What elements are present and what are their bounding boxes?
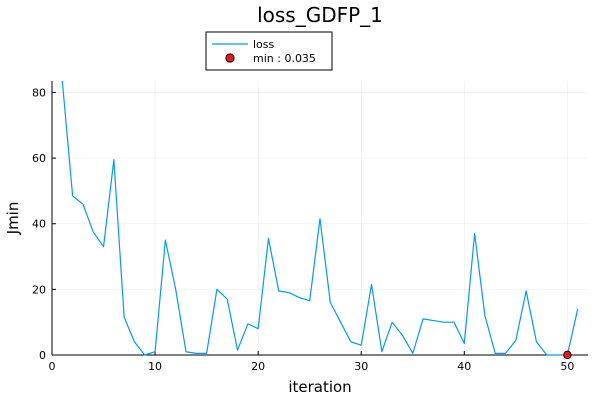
series-line-loss [61, 80, 579, 356]
x-tick-label: 30 [354, 360, 368, 373]
legend-entry-min: min : 0.035 [253, 52, 316, 65]
min-point [563, 350, 572, 360]
y-tick-label: 0 [39, 349, 46, 362]
x-tick-label: 50 [560, 360, 574, 373]
y-axis-label: Jmin [4, 202, 22, 236]
y-tick-label: 40 [32, 218, 46, 231]
x-tick-label: 40 [457, 360, 471, 373]
y-axis-ticks: 0 20 40 60 80 [32, 86, 56, 362]
axes [51, 81, 588, 356]
legend-marker-swatch [225, 53, 235, 63]
x-tick-label: 0 [49, 360, 56, 373]
chart-title: loss_GDFP_1 [257, 3, 383, 27]
y-tick-label: 80 [32, 86, 46, 99]
legend: loss min : 0.035 [205, 31, 333, 71]
x-axis-ticks: 0 10 20 30 40 50 [49, 351, 574, 373]
plot-area [61, 80, 579, 360]
legend-box [205, 31, 333, 71]
grid [51, 81, 588, 356]
y-tick-label: 60 [32, 152, 46, 165]
x-axis-label: iteration [288, 378, 351, 396]
x-tick-label: 10 [148, 360, 162, 373]
y-tick-label: 20 [32, 283, 46, 296]
legend-entry-loss: loss [253, 38, 275, 51]
x-tick-label: 20 [251, 360, 265, 373]
